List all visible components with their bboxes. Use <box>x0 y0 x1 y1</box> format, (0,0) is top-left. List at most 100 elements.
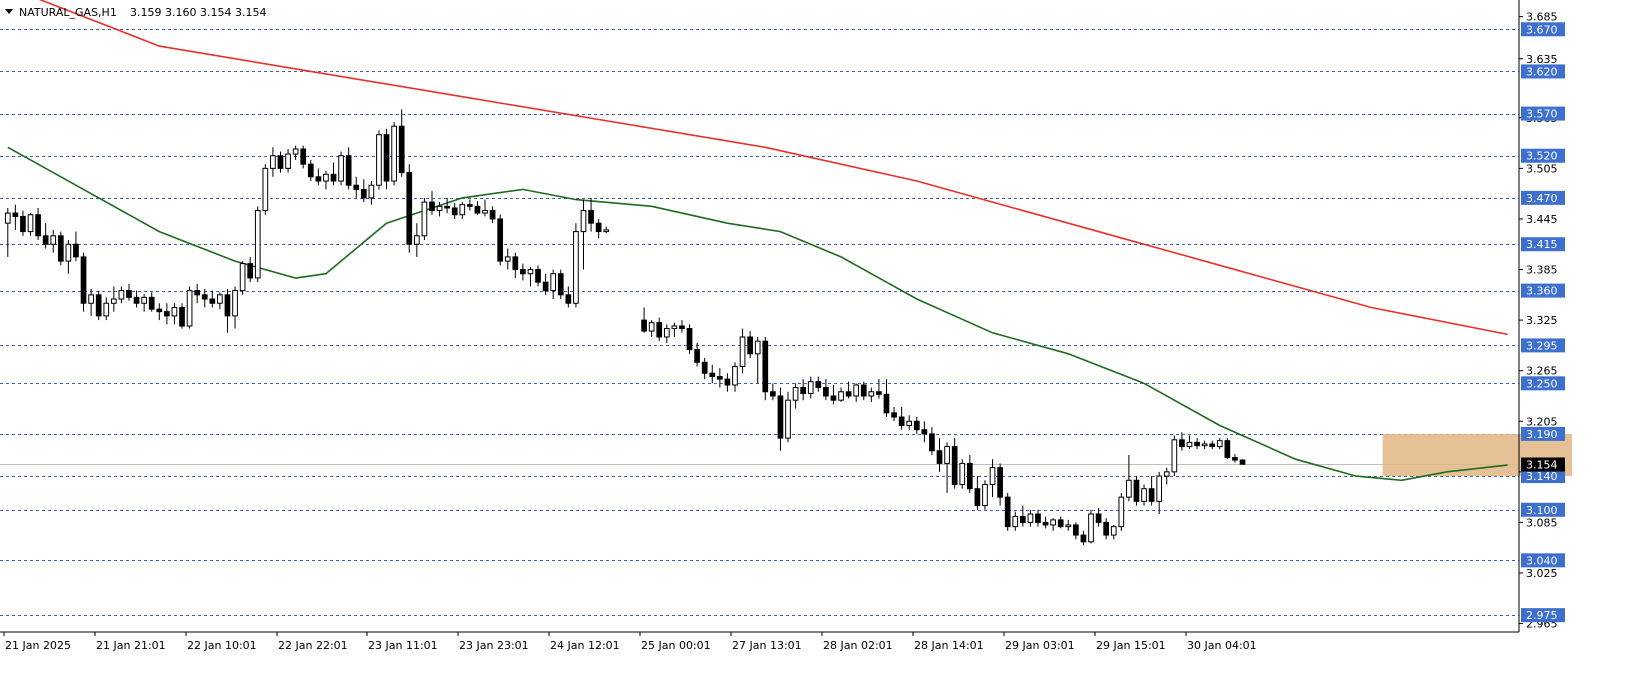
candle-down <box>891 412 897 418</box>
candle-down <box>148 296 155 310</box>
time-tick-label: 22 Jan 10:01 <box>187 639 257 652</box>
candle-down <box>360 188 367 199</box>
time-axis: 21 Jan 2025 21 Jan 21:01 22 Jan 10:01 22 Ja… <box>0 631 1519 652</box>
candle-up <box>254 210 261 279</box>
candle-down <box>1042 521 1049 526</box>
level-label-box <box>1521 338 1565 353</box>
time-tick-label: 23 Jan 23:01 <box>459 639 529 652</box>
level-label-box <box>1521 608 1565 623</box>
candle-up <box>65 243 72 262</box>
candle-up <box>88 294 94 304</box>
candle-up <box>648 322 655 332</box>
candle-down <box>209 298 216 304</box>
candle-up <box>110 298 117 304</box>
level-label-box <box>1521 553 1565 568</box>
level-label-box <box>1521 64 1565 79</box>
candle-down <box>1103 521 1110 536</box>
candle-down <box>876 391 882 395</box>
candle-up <box>838 391 844 401</box>
candle-down <box>929 433 935 452</box>
candle-down <box>429 201 435 212</box>
candle-down <box>330 173 337 182</box>
candle-down <box>1080 534 1087 543</box>
candle-down <box>489 210 496 220</box>
current-price-label-box <box>1521 457 1565 472</box>
candle-up <box>459 204 466 216</box>
candle-down <box>1095 513 1102 523</box>
candle-down <box>474 205 481 214</box>
candle-down <box>565 294 572 304</box>
candle-down <box>936 450 943 464</box>
candle-up <box>868 391 875 397</box>
candle-up <box>338 155 344 182</box>
candle-down <box>300 148 307 165</box>
candle-up <box>906 420 913 426</box>
dropdown-triangle-icon[interactable] <box>5 9 13 14</box>
time-tick-label: 23 Jan 11:01 <box>368 639 438 652</box>
candle-down <box>1035 513 1041 523</box>
candle-up <box>527 269 534 275</box>
candle-up <box>323 173 329 182</box>
candle-down <box>95 294 102 317</box>
candle-down <box>694 349 700 363</box>
candle-up <box>376 134 382 186</box>
time-tick-label: 21 Jan 21:01 <box>96 639 166 652</box>
candle-up <box>50 235 57 245</box>
candle-down <box>588 210 594 224</box>
candle-up <box>4 212 11 224</box>
price-tick-label: 3.635 <box>1526 53 1558 66</box>
candle-down <box>913 420 920 431</box>
time-tick-label: 28 Jan 02:01 <box>823 639 893 652</box>
candle-down <box>777 395 784 439</box>
level-label-box <box>1521 22 1565 37</box>
candle-down <box>156 308 163 313</box>
candle-up <box>171 306 178 317</box>
candle-up <box>550 273 557 292</box>
candle-down <box>709 372 716 378</box>
candle-down <box>762 340 769 393</box>
level-label-text: 3.620 <box>1526 65 1558 78</box>
time-tick-label: 24 Jan 12:01 <box>550 639 620 652</box>
candle-up <box>603 229 610 233</box>
time-tick-label: 28 Jan 14:01 <box>914 639 984 652</box>
level-label-text: 3.570 <box>1526 108 1558 121</box>
candle-down <box>12 212 19 217</box>
candle-down <box>194 290 201 296</box>
candle-down <box>557 273 564 296</box>
price-tick-label: 3.325 <box>1526 314 1558 327</box>
candle-up <box>1201 443 1208 447</box>
candle-down <box>1133 479 1140 502</box>
candle-down <box>1239 459 1246 465</box>
price-tick-label: 3.265 <box>1526 365 1558 378</box>
level-label-text: 3.100 <box>1526 504 1558 517</box>
candle-down <box>201 294 208 300</box>
candle-up <box>792 387 799 401</box>
candle-down <box>535 269 541 283</box>
candle-down <box>224 294 231 317</box>
candle-down <box>1232 457 1238 461</box>
candle-down <box>815 381 822 389</box>
candle-down <box>353 184 360 190</box>
price-tick-label: 3.205 <box>1526 415 1558 428</box>
candle-up <box>270 155 276 169</box>
candle-down <box>1209 443 1216 448</box>
candle-up <box>285 153 291 169</box>
level-label-box <box>1521 106 1565 121</box>
candle-up <box>959 462 966 485</box>
candle-down <box>595 222 602 233</box>
level-label-text: 3.040 <box>1526 554 1558 567</box>
candle-up <box>482 210 488 214</box>
candle-down <box>974 488 981 507</box>
candle-down <box>1057 519 1064 528</box>
level-label-box <box>1521 190 1565 205</box>
time-tick-label: 27 Jan 13:01 <box>732 639 802 652</box>
ma-fast-line <box>7 146 1508 482</box>
candle-up <box>580 210 587 233</box>
candle-up <box>1186 441 1193 448</box>
candle-up <box>391 125 397 182</box>
candle-down <box>1019 516 1026 523</box>
level-label-text: 3.250 <box>1526 377 1558 390</box>
chart-header[interactable]: NATURAL_GAS,H1 3.159 3.160 3.154 3.154 <box>5 6 266 19</box>
price-tick-label: 3.025 <box>1526 567 1558 580</box>
